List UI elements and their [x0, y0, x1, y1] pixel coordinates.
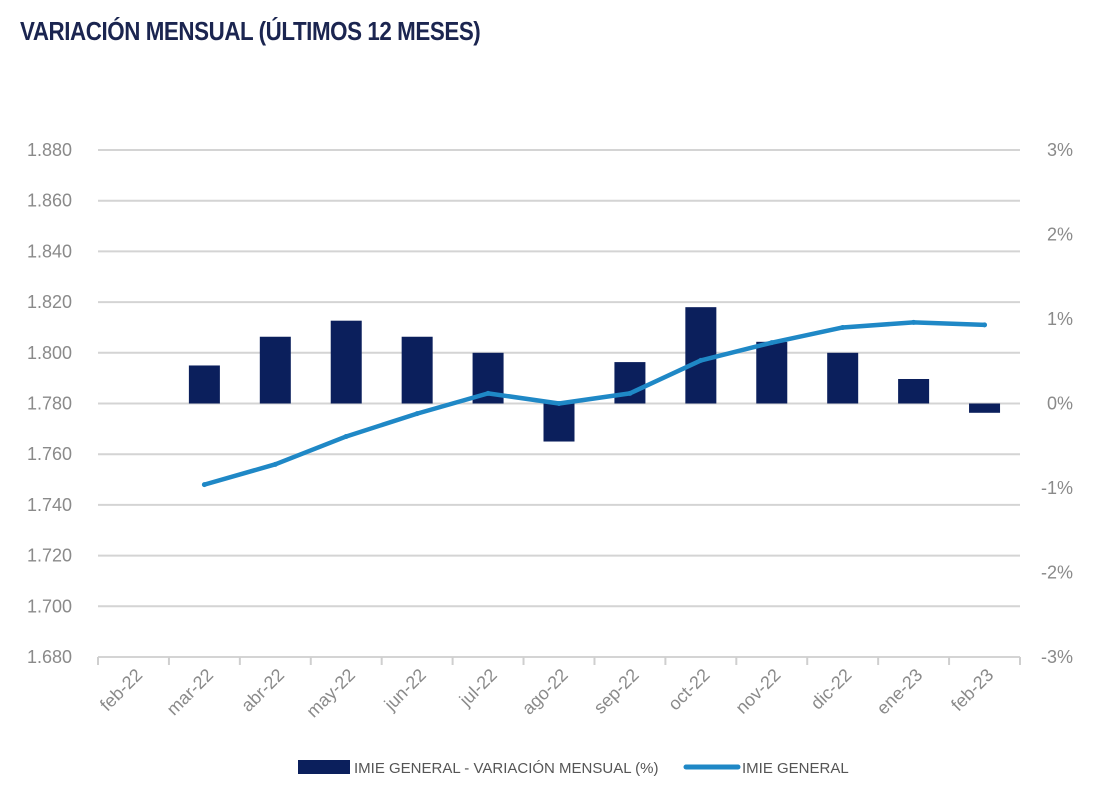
- x-tick-label: mar-22: [163, 665, 217, 719]
- left-tick-label: 1.720: [27, 546, 72, 566]
- line-point: [485, 390, 491, 396]
- left-tick-label: 1.680: [27, 647, 72, 667]
- bar: [188, 365, 220, 404]
- x-tick-label: feb-23: [947, 665, 997, 715]
- x-tick-label: jun-22: [380, 665, 430, 715]
- right-tick-label: -1%: [1041, 478, 1073, 498]
- x-tick-label: dic-22: [807, 665, 856, 714]
- series-line: [202, 320, 987, 487]
- left-axis-ticks: 1.880 1.860 1.840 1.820 1.800 1.780 1.760 1.740…: [27, 140, 72, 667]
- right-tick-label: 0%: [1047, 394, 1073, 414]
- legend-label-bar: IMIE GENERAL - VARIACIÓN MENSUAL (%): [354, 760, 659, 777]
- x-tick-label: oct-22: [664, 665, 714, 715]
- line-point: [556, 401, 562, 406]
- legend-label-line: IMIE GENERAL: [742, 760, 849, 777]
- left-tick-label: 1.860: [27, 191, 72, 211]
- right-tick-label: -3%: [1041, 647, 1073, 667]
- x-tick-label: feb-22: [96, 665, 146, 715]
- bar: [259, 336, 291, 404]
- left-tick-label: 1.880: [27, 140, 72, 160]
- legend: IMIE GENERAL - VARIACIÓN MENSUAL (%) IMIE…: [298, 760, 849, 777]
- right-axis-ticks: 3% 2% 1% 0% -1% -2% -3%: [1041, 140, 1073, 667]
- right-tick-label: 3%: [1047, 140, 1073, 160]
- line-point: [414, 411, 420, 417]
- gridlines: [98, 149, 1020, 658]
- x-tick-label: sep-22: [590, 665, 643, 718]
- left-tick-label: 1.840: [27, 241, 72, 261]
- line-point: [982, 322, 988, 328]
- left-tick-label: 1.740: [27, 495, 72, 515]
- bar: [685, 307, 717, 404]
- x-tick-label: nov-22: [732, 665, 785, 718]
- right-tick-label: 1%: [1047, 309, 1073, 329]
- line-series: [201, 319, 988, 488]
- x-tick-label: ago-22: [518, 665, 572, 719]
- x-tick-label: jul-22: [455, 665, 501, 711]
- legend-swatch-bar: [298, 760, 350, 774]
- bar: [614, 362, 646, 404]
- left-tick-label: 1.760: [27, 444, 72, 464]
- right-tick-label: -2%: [1041, 563, 1073, 583]
- left-tick-label: 1.820: [27, 292, 72, 312]
- bar: [401, 336, 433, 404]
- right-tick-label: 2%: [1047, 225, 1073, 245]
- line-point: [698, 357, 704, 363]
- x-tick-label: may-22: [302, 665, 359, 722]
- x-axis: feb-22 mar-22 abr-22 may-22 jun-22 jul-22 ago-…: [96, 657, 1021, 722]
- bar: [543, 403, 575, 442]
- line-point: [840, 324, 846, 330]
- x-tick-label: abr-22: [237, 665, 288, 716]
- left-tick-label: 1.800: [27, 343, 72, 363]
- line-point: [769, 340, 775, 346]
- x-tick-label: ene-23: [873, 665, 927, 719]
- bar: [756, 341, 788, 404]
- bar: [969, 403, 1001, 413]
- left-tick-label: 1.780: [27, 394, 72, 414]
- left-tick-label: 1.700: [27, 596, 72, 616]
- bar-series: [188, 307, 1001, 442]
- chart-title: VARIACIÓN MENSUAL (ÚLTIMOS 12 MESES): [20, 16, 481, 46]
- line-point: [627, 390, 633, 396]
- line-point: [272, 461, 278, 467]
- line-point: [911, 319, 917, 325]
- bar: [898, 378, 930, 404]
- bar: [827, 352, 859, 404]
- line-point: [343, 433, 349, 439]
- line-point: [201, 482, 207, 488]
- bar: [330, 320, 362, 404]
